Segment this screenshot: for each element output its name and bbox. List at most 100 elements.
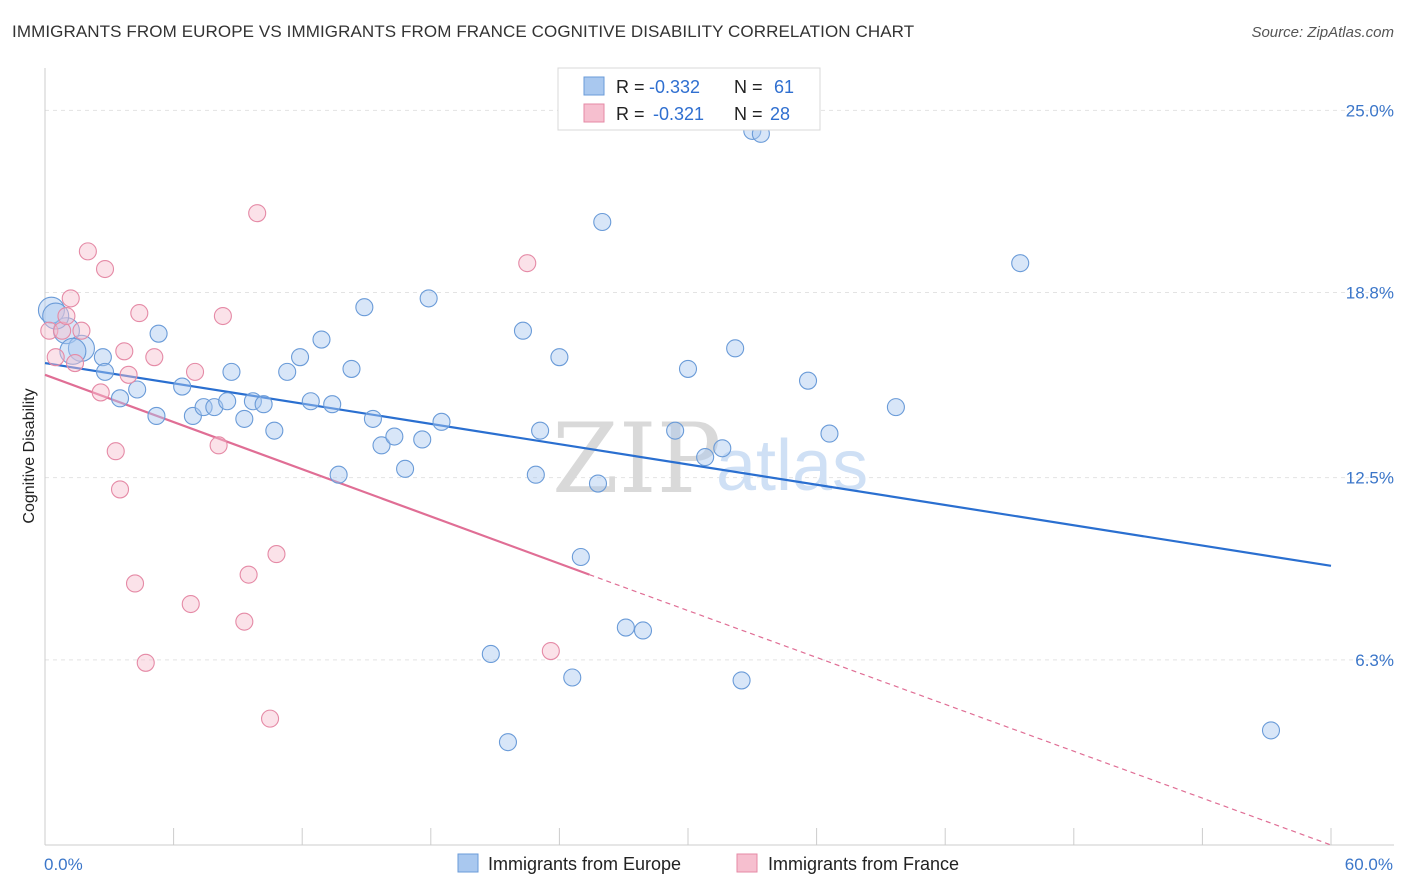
x-tick-label-1: 60.0% [1345, 855, 1393, 874]
europe-point-5 [95, 362, 115, 381]
legend-n-value-europe: 61 [774, 77, 794, 97]
legend-swatch-france [583, 103, 605, 123]
watermark: ZIP atlas [552, 403, 868, 515]
watermark-zip: ZIP [552, 403, 721, 515]
y-tick-label-2: 18.8% [1346, 284, 1394, 303]
europe-point-6 [110, 389, 130, 408]
europe-point-36 [498, 733, 518, 752]
europe-point-35 [481, 644, 500, 664]
europe-point-10 [173, 377, 192, 396]
europe-point-19 [265, 421, 284, 440]
bottom-legend: Immigrants from Europe Immigrants from F… [457, 853, 959, 874]
europe-point-52 [732, 671, 751, 690]
europe-point-49 [696, 448, 715, 467]
europe-point-41 [563, 668, 582, 687]
x-tick-labels: 0.0% 60.0% [44, 855, 1393, 874]
france-point-15 [130, 304, 149, 323]
france-trend-line [44, 373, 590, 576]
france-point-3 [57, 306, 76, 326]
europe-point-43 [588, 474, 608, 493]
europe-point-22 [301, 392, 320, 411]
europe-point-14 [218, 392, 237, 411]
europe-point-46 [633, 621, 653, 640]
france-point-24 [248, 204, 267, 223]
y-tick-labels: 6.3% 12.5% 18.8% 25.0% [1346, 101, 1394, 670]
legend-n-label-france: N = [734, 104, 763, 124]
legend-r-label-france: R = [616, 104, 645, 124]
x-tick-label-0: 0.0% [44, 855, 83, 874]
europe-point-18 [254, 395, 273, 414]
legend-r-value-france: -0.321 [653, 104, 704, 124]
europe-point-27 [355, 298, 374, 317]
europe-point-15 [222, 362, 241, 381]
legend-r-value-europe: -0.332 [649, 77, 700, 97]
europe-point-28 [363, 409, 382, 428]
france-point-10 [106, 442, 125, 461]
europe-point-34 [432, 412, 451, 431]
europe-point-11 [183, 406, 202, 426]
bottom-legend-swatch-europe [457, 853, 479, 873]
france-point-1 [46, 348, 65, 367]
france-point-17 [145, 348, 164, 367]
bottom-legend-label-france: Immigrants from France [768, 854, 959, 874]
europe-point-16 [235, 409, 254, 428]
europe-point-58 [1011, 254, 1030, 273]
europe-point-3 [59, 337, 87, 365]
watermark-atlas: atlas [716, 426, 868, 506]
europe-point-32 [413, 430, 432, 449]
europe-point-25 [329, 465, 348, 484]
france-point-25 [260, 709, 280, 728]
france-point-22 [235, 612, 254, 631]
france-point-20 [209, 436, 228, 455]
europe-point-51 [726, 339, 745, 358]
europe-point-42 [571, 547, 590, 567]
y-tick-label-3: 25.0% [1346, 101, 1394, 120]
legend-r-label-europe: R = [616, 77, 645, 97]
europe-point-59 [1261, 721, 1281, 740]
europe-point-45 [616, 618, 635, 637]
france-point-21 [213, 306, 232, 326]
europe-trend-line [44, 361, 1332, 567]
europe-point-55 [798, 371, 818, 390]
legend: R = -0.332 N = 61 R = -0.321 N = 28 [557, 67, 821, 131]
y-tick-label-1: 12.5% [1346, 469, 1394, 488]
europe-point-23 [312, 330, 331, 349]
france-point-14 [125, 574, 145, 593]
europe-point-26 [342, 359, 361, 378]
legend-swatch-europe [583, 76, 605, 96]
europe-point-48 [678, 359, 698, 378]
france-point-0 [40, 321, 59, 340]
europe-point-31 [396, 459, 415, 478]
europe-point-40 [550, 348, 569, 367]
france-point-18 [181, 594, 200, 614]
france-point-13 [119, 365, 138, 384]
europe-point-57 [886, 398, 905, 417]
france-point-4 [61, 289, 80, 308]
france-point-26 [267, 545, 286, 564]
europe-point-8 [147, 406, 166, 426]
france-point-5 [65, 354, 85, 373]
europe-point-24 [323, 395, 342, 414]
europe-point-12 [194, 398, 213, 417]
france-point-16 [136, 653, 155, 672]
y-axis-label: Cognitive Disability [21, 388, 38, 523]
axes [44, 68, 1394, 846]
legend-n-label-europe: N = [734, 77, 763, 97]
europe-point-7 [128, 380, 147, 399]
europe-point-9 [149, 324, 168, 343]
europe-point-21 [291, 348, 310, 367]
france-point-28 [541, 641, 560, 661]
data-points [37, 121, 1281, 752]
europe-point-33 [419, 289, 438, 308]
europe-point-4 [93, 348, 112, 367]
bottom-legend-swatch-france [736, 853, 758, 873]
chart-title: IMMIGRANTS FROM EUROPE VS IMMIGRANTS FRO… [12, 22, 915, 41]
france-trend-extension [589, 574, 1332, 846]
france-point-6 [72, 321, 91, 340]
bottom-legend-label-europe: Immigrants from Europe [488, 854, 681, 874]
europe-point-30 [385, 427, 404, 446]
france-point-19 [185, 362, 205, 381]
france-point-8 [91, 383, 110, 402]
chart-source: Source: ZipAtlas.com [1251, 24, 1394, 41]
